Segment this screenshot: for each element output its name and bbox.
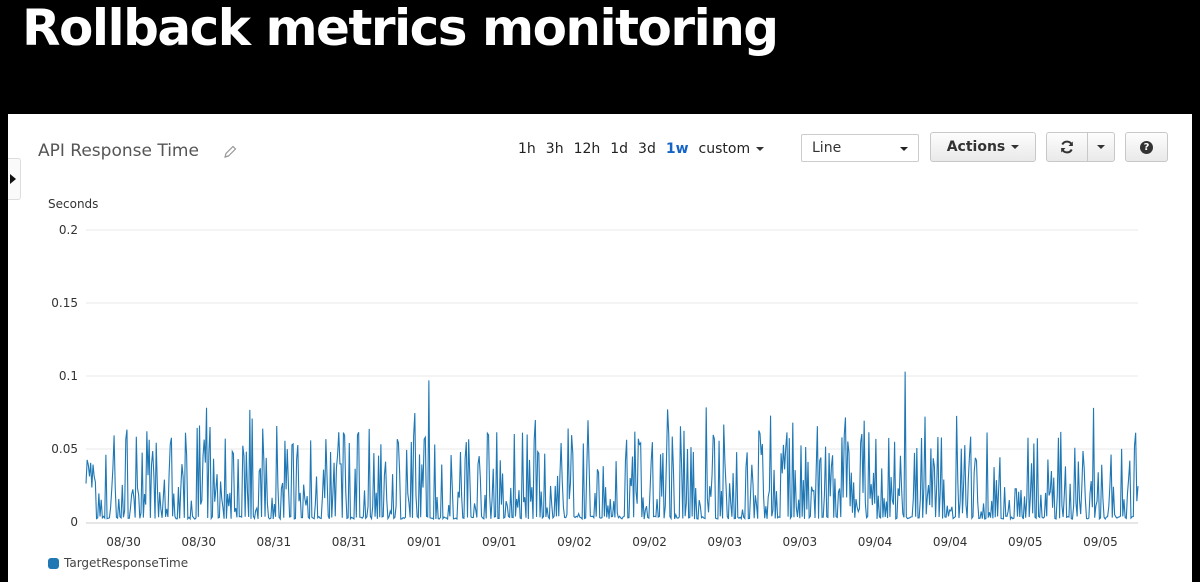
help-icon: ? [1140, 140, 1153, 154]
time-range-custom-label: custom [698, 141, 751, 157]
y-axis-label: Seconds [48, 197, 98, 211]
time-range-1d[interactable]: 1d [610, 141, 629, 157]
x-tick-label: 09/05 [1083, 535, 1118, 549]
response-time-chart: 0 0.05 0.1 0.15 0.2 08/30 08/30 08/31 08/31 09/0… [48, 197, 1139, 549]
x-tick-label: 09/05 [1008, 535, 1043, 549]
time-range-3h[interactable]: 3h [545, 141, 564, 157]
metric-widget-panel: API Response Time 1h 3h 12h 1d 3d 1w cus… [8, 114, 1192, 582]
slide-title: Rollback metrics monitoring [22, 0, 779, 57]
y-tick-label: 0.1 [59, 369, 78, 383]
refresh-icon [1061, 140, 1073, 154]
x-tick-label: 09/04 [933, 535, 968, 549]
chevron-down-icon [1011, 145, 1020, 149]
time-range-12h[interactable]: 12h [573, 141, 601, 157]
x-tick-label: 08/30 [106, 535, 141, 549]
y-tick-label: 0.15 [51, 296, 78, 310]
graph-type-value: Line [812, 140, 842, 156]
chevron-down-icon [900, 147, 908, 151]
time-range-1w[interactable]: 1w [665, 141, 689, 157]
x-tick-label: 09/03 [783, 535, 818, 549]
help-button[interactable]: ? [1125, 132, 1168, 162]
x-tick-label: 08/30 [181, 535, 216, 549]
series-line-target-response-time [85, 371, 1139, 521]
legend-swatch [48, 557, 59, 569]
chart-legend[interactable]: TargetResponseTime [48, 556, 188, 570]
x-tick-label: 08/31 [332, 535, 367, 549]
time-range-1h[interactable]: 1h [518, 141, 536, 157]
x-tick-label: 09/01 [407, 535, 442, 549]
chevron-down-icon [756, 147, 765, 151]
chevron-right-icon[interactable] [8, 158, 21, 200]
x-tick-label: 09/01 [482, 535, 517, 549]
x-tick-label: 09/04 [858, 535, 893, 549]
time-range-selector: 1h 3h 12h 1d 3d 1w custom [518, 139, 774, 159]
y-tick-label: 0.2 [59, 223, 78, 237]
chevron-down-icon [1097, 145, 1105, 149]
actions-button[interactable]: Actions [930, 132, 1036, 162]
widget-title: API Response Time [38, 141, 199, 161]
time-range-custom[interactable]: custom [699, 139, 765, 159]
x-tick-label: 09/03 [707, 535, 742, 549]
refresh-options-button[interactable] [1087, 132, 1115, 162]
x-tick-label: 08/31 [257, 535, 292, 549]
y-tick-label: 0 [70, 515, 78, 529]
graph-type-select[interactable]: Line [801, 134, 919, 162]
pencil-icon[interactable] [222, 144, 238, 160]
actions-label: Actions [946, 139, 1006, 155]
x-tick-label: 09/02 [632, 535, 667, 549]
legend-label: TargetResponseTime [64, 556, 189, 570]
y-tick-label: 0.05 [51, 442, 78, 456]
refresh-button[interactable] [1046, 132, 1088, 162]
x-tick-label: 09/02 [557, 535, 592, 549]
time-range-3d[interactable]: 3d [638, 141, 656, 157]
